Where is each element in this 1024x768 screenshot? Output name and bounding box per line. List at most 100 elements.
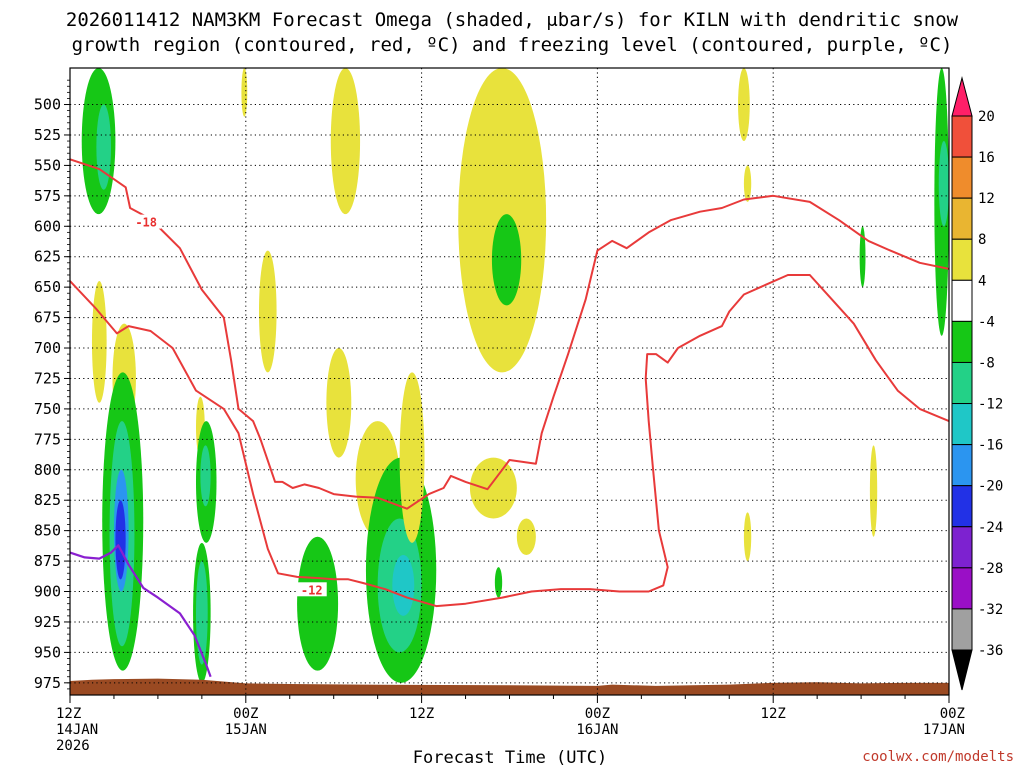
colorbar-box-5 (951, 320, 973, 363)
y-tick-label-500: 500 (34, 96, 61, 114)
colorbar-box-3 (951, 238, 973, 281)
contour-label-bg-1 (296, 582, 327, 597)
colorbar-label-10: -24 (978, 520, 1003, 536)
y-tick-label-850: 850 (34, 522, 61, 540)
y-tick-label-975: 975 (34, 674, 61, 692)
x-tick-label-0: 12Z (56, 706, 81, 722)
omega-region-14 (258, 250, 277, 373)
omega-region-2 (91, 281, 107, 403)
colorbar-label-1: 16 (978, 150, 995, 166)
chart-title-line-2: growth region (contoured, red, ºC) and f… (72, 34, 953, 56)
dgz-contour-1 (70, 274, 949, 608)
omega-region-22 (399, 372, 425, 543)
colorbar-box-0 (951, 115, 973, 158)
omega-region-30 (743, 512, 752, 562)
y-tick-label-625: 625 (34, 248, 61, 266)
source-credit: coolwx.com/modelts (862, 749, 1014, 765)
grid (70, 68, 949, 695)
colorbar-box-11 (951, 567, 973, 610)
colorbar-box-6 (951, 361, 973, 405)
colorbar-label-0: 20 (978, 109, 995, 125)
y-tick-label-525: 525 (34, 126, 61, 144)
omega-region-34 (938, 141, 949, 227)
x-tick-year-0: 2026 (56, 738, 90, 754)
contour-label-1: -12 (301, 583, 323, 597)
y-tick-label-550: 550 (34, 156, 61, 174)
chart-title-line-1: 2026011412 NAM3KM Forecast Omega (shaded… (66, 9, 959, 31)
freezing-level (70, 544, 212, 678)
colorbar-box-7 (951, 403, 973, 446)
y-tick-label-825: 825 (34, 491, 61, 509)
x-axis-label: Forecast Time (UTC) (413, 748, 607, 768)
x-tick-date-12: 15JAN (225, 722, 267, 738)
colorbar-box-10 (951, 526, 973, 569)
colorbar-box-1 (951, 156, 973, 199)
y-tick-label-700: 700 (34, 339, 61, 357)
colorbar-label-2: 12 (978, 191, 995, 207)
terrain (70, 678, 949, 695)
y-tick-label-725: 725 (34, 369, 61, 387)
omega-region-16 (326, 348, 352, 458)
x-tick-date-0: 14JAN (56, 722, 98, 738)
colorbar-label-3: 8 (978, 232, 986, 248)
x-tick-label-36: 00Z (585, 706, 610, 722)
colorbar-label-9: -20 (978, 479, 1003, 495)
omega-region-25 (469, 457, 517, 519)
omega-region-10 (200, 445, 211, 507)
freezing-level-line (70, 544, 212, 678)
y-tick-label-925: 925 (34, 613, 61, 631)
colorbar: 20 16 12 8 4 -4 -8 -12 -16 -20 -24 -28 -32 -36 (951, 76, 1003, 691)
y-tick-label-775: 775 (34, 430, 61, 448)
colorbar-top-arrow (951, 76, 973, 117)
colorbar-label-6: -8 (978, 355, 995, 371)
omega-region-13 (241, 68, 248, 117)
y-tick-label-900: 900 (34, 583, 61, 601)
omega-region-18 (297, 536, 339, 671)
colorbar-bottom-arrow (951, 649, 973, 691)
omega-region-15 (330, 68, 361, 215)
omega-region-1 (96, 104, 112, 190)
y-tick-label-650: 650 (34, 278, 61, 296)
y-tick-label-875: 875 (34, 552, 61, 570)
omega-region-12 (195, 561, 208, 665)
colorbar-label-13: -36 (978, 643, 1003, 659)
omega-region-7 (115, 500, 126, 580)
y-axis: 500 525 550 575 600 625 650 675 700 725 750 775 800 8… (34, 79, 70, 692)
colorbar-box-4 (951, 279, 973, 322)
dgz-contour-0 (70, 158, 949, 510)
colorbar-label-12: -32 (978, 602, 1003, 618)
y-tick-label-675: 675 (34, 309, 61, 327)
colorbar-label-11: -28 (978, 561, 1003, 577)
colorbar-box-8 (951, 444, 973, 487)
omega-region-21 (392, 554, 415, 616)
x-tick-label-24: 12Z (409, 706, 434, 722)
colorbar-label-7: -12 (978, 397, 1003, 413)
contour-label-0: -18 (135, 216, 157, 230)
y-tick-label-750: 750 (34, 400, 61, 418)
colorbar-box-2 (951, 197, 973, 240)
x-tick-date-60: 17JAN (923, 722, 965, 738)
y-tick-label-600: 600 (34, 217, 61, 235)
plot-area: -18 -12 (69, 67, 950, 696)
colorbar-box-12 (951, 608, 973, 651)
x-tick-label-12: 00Z (233, 706, 258, 722)
contour-label-bg-0 (131, 214, 162, 229)
x-tick-label-60: 00Z (940, 706, 965, 722)
omega-region-27 (494, 567, 503, 598)
omega-region-26 (516, 518, 536, 555)
omega-region-29 (743, 165, 752, 202)
y-tick-label-950: 950 (34, 643, 61, 661)
colorbar-label-5: -4 (978, 314, 995, 330)
colorbar-label-8: -16 (978, 438, 1003, 454)
omega-region-24 (491, 214, 522, 306)
terrain-fill (70, 678, 949, 695)
colorbar-box-9 (951, 485, 973, 528)
omega-region-32 (869, 445, 878, 537)
dgz-contours: -18 -12 (70, 158, 949, 608)
colorbar-label-4: 4 (978, 273, 986, 289)
x-tick-label-48: 12Z (761, 706, 786, 722)
x-tick-date-36: 16JAN (576, 722, 618, 738)
y-tick-label-575: 575 (34, 187, 61, 205)
